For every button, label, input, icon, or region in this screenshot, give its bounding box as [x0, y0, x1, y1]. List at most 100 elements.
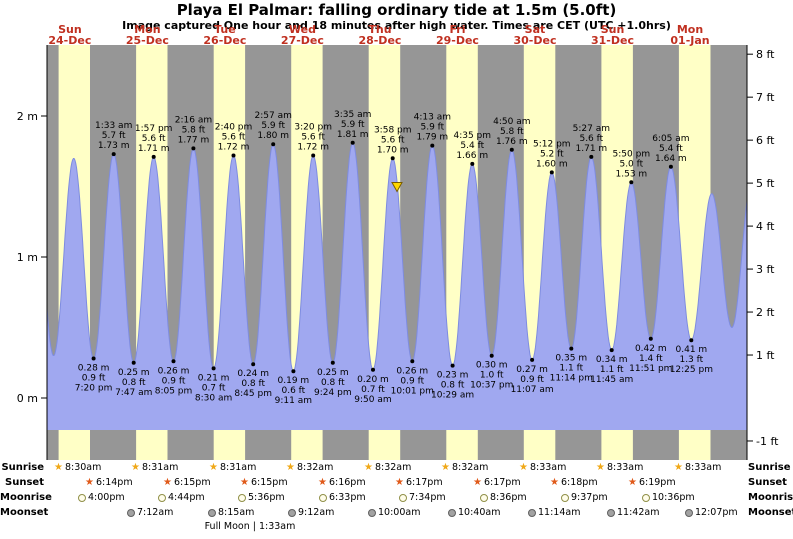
sunset-entry: ★ 6:19pm: [628, 476, 676, 489]
moonrise-time: 7:34pm: [409, 492, 446, 503]
low-tide-point: [131, 360, 136, 365]
moonrise-icon: [642, 493, 650, 502]
sunset-entry: ★ 6:15pm: [163, 476, 211, 489]
low-tide-annotation: 0.26 m: [158, 366, 190, 376]
day-date-label: 01-Jan: [670, 34, 709, 47]
low-tide-annotation: 8:30 am: [195, 393, 232, 403]
day-label: Fri: [449, 23, 465, 36]
moonrise-time: 10:36pm: [652, 492, 695, 503]
low-tide-annotation: 0.34 m: [596, 355, 628, 365]
sunrise-icon: ★: [131, 461, 140, 473]
moonset-icon: [208, 508, 216, 517]
high-tide-annotation: 1.71 m: [576, 144, 608, 154]
sunrise-time: 8:33am: [529, 462, 567, 473]
moonset-entry: 11:42am: [607, 506, 659, 519]
high-tide-point: [668, 164, 673, 169]
high-tide-point: [390, 156, 395, 161]
high-tide-annotation: 5.6 ft: [222, 132, 246, 142]
moonset-time: 10:00am: [378, 507, 421, 518]
high-tide-annotation: 1.73 m: [98, 141, 130, 151]
y-axis-left-label: 2 m: [17, 110, 38, 123]
sunrise-entry: ★ 8:33am: [596, 461, 643, 474]
high-tide-annotation: 1.71 m: [138, 144, 170, 154]
low-tide-annotation: 1.1 ft: [600, 365, 624, 375]
sunset-icon: ★: [85, 476, 94, 488]
low-tide-annotation: 0.8 ft: [321, 378, 345, 388]
low-tide-annotation: 0.20 m: [357, 375, 389, 385]
high-tide-point: [151, 154, 156, 159]
moonrise-icon: [78, 493, 86, 502]
high-tide-point: [111, 152, 116, 157]
high-tide-annotation: 1.64 m: [655, 154, 687, 164]
day-label: Sat: [525, 23, 546, 36]
high-tide-annotation: 5.9 ft: [420, 123, 444, 133]
sunrise-entry: ★ 8:32am: [286, 461, 333, 474]
low-tide-annotation: 0.30 m: [476, 361, 508, 371]
sunset-icon: ★: [240, 476, 249, 488]
sunrise-icon: ★: [54, 461, 63, 473]
high-tide-annotation: 2:40 pm: [215, 122, 253, 132]
moonrise-icon: [399, 493, 407, 502]
high-tide-annotation: 1.80 m: [257, 131, 289, 141]
sunrise-entry: ★ 8:31am: [209, 461, 256, 474]
moonset-time: 10:40am: [458, 507, 501, 518]
high-tide-annotation: 5.6 ft: [142, 134, 166, 144]
sunset-entry: ★ 6:15pm: [240, 476, 288, 489]
moonrise-entry: 5:36pm: [238, 491, 285, 504]
sunrise-entry: ★ 8:32am: [441, 461, 488, 474]
sunset-icon: ★: [318, 476, 327, 488]
low-tide-annotation: 8:45 pm: [234, 389, 272, 399]
high-tide-annotation: 5.4 ft: [460, 141, 484, 151]
moonset-icon: [368, 508, 376, 517]
moonrise-entry: 7:34pm: [399, 491, 446, 504]
y-axis-right-label: 6 ft: [756, 134, 775, 147]
low-tide-annotation: 1.4 ft: [639, 354, 663, 364]
sunrise-icon: ★: [441, 461, 450, 473]
y-axis-left-label: 1 m: [17, 251, 38, 264]
chart-subtitle: Image captured One hour and 18 minutes a…: [122, 19, 671, 32]
high-tide-annotation: 1.77 m: [178, 135, 210, 145]
day-date-label: 26-Dec: [203, 34, 246, 47]
moonrise-time: 5:36pm: [248, 492, 285, 503]
high-tide-annotation: 5.8 ft: [182, 125, 206, 135]
sunrise-time: 8:31am: [141, 462, 179, 473]
high-tide-annotation: 4:13 am: [414, 113, 451, 123]
sunrise-entry: ★ 8:30am: [54, 461, 101, 474]
moonset-entry: 11:14am: [528, 506, 580, 519]
high-tide-annotation: 5.6 ft: [381, 135, 405, 145]
moonrise-icon: [158, 493, 166, 502]
y-axis-right-label: 2 ft: [756, 306, 775, 319]
moonset-entry: 12:07pm: [685, 506, 738, 519]
sunset-time: 6:16pm: [328, 477, 366, 488]
sunrise-time: 8:30am: [64, 462, 102, 473]
low-tide-annotation: 0.41 m: [676, 345, 708, 355]
sunrise-entry: ★ 8:31am: [131, 461, 178, 474]
high-tide-annotation: 1.81 m: [337, 130, 369, 140]
low-tide-annotation: 10:01 pm: [391, 386, 434, 396]
low-tide-annotation: 0.9 ft: [400, 376, 424, 386]
low-tide-annotation: 12:25 pm: [670, 365, 713, 375]
day-label: Tue: [214, 23, 236, 36]
moonset-label-right: Moonset: [748, 507, 793, 518]
y-axis-right-label: 4 ft: [756, 220, 775, 233]
day-label: Thu: [368, 23, 391, 36]
moonrise-entry: 9:37pm: [561, 491, 608, 504]
sunset-entry: ★ 6:17pm: [473, 476, 521, 489]
day-date-label: 24-Dec: [48, 34, 91, 47]
low-tide-point: [530, 357, 535, 362]
high-tide-annotation: 5.2 ft: [540, 149, 564, 159]
low-tide-point: [489, 353, 494, 358]
day-label: Sun: [58, 23, 82, 36]
low-tide-annotation: 0.23 m: [437, 371, 469, 381]
high-tide-annotation: 5.6 ft: [301, 132, 325, 142]
low-tide-annotation: 0.7 ft: [202, 383, 226, 393]
full-moon-label: Full Moon | 1:33am: [204, 521, 296, 532]
day-date-label: 27-Dec: [281, 34, 324, 47]
high-tide-annotation: 1:33 am: [95, 121, 132, 131]
day-label: Wed: [289, 23, 316, 36]
sunrise-time: 8:32am: [451, 462, 489, 473]
moonset-icon: [685, 508, 693, 517]
low-tide-point: [410, 359, 415, 364]
low-tide-annotation: 11:14 pm: [550, 374, 593, 384]
sunset-time: 6:18pm: [560, 477, 598, 488]
